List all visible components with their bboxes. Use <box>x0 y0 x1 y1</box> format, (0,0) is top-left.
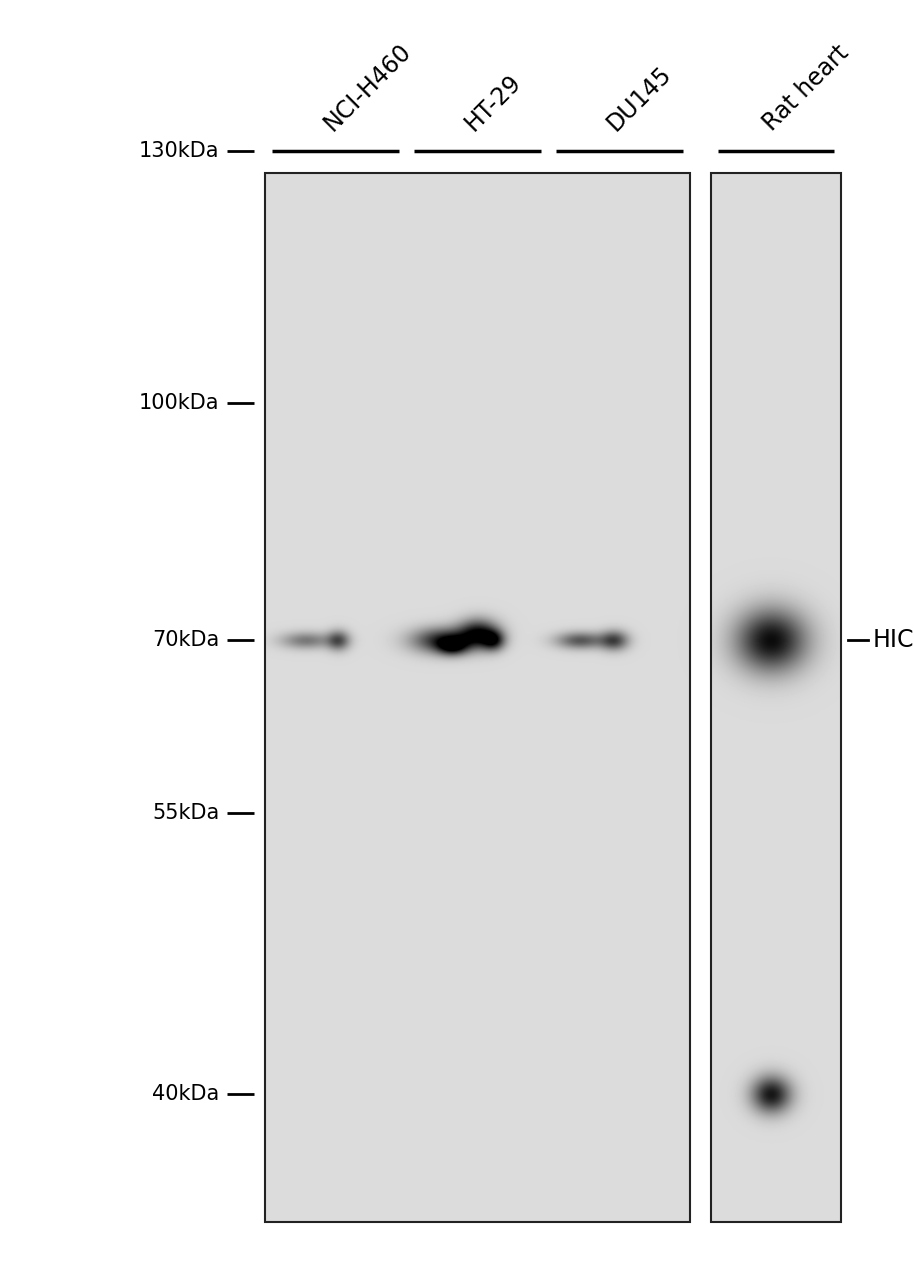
Bar <box>265 173 690 1222</box>
Text: HT-29: HT-29 <box>461 70 526 136</box>
Text: 40kDa: 40kDa <box>152 1084 219 1105</box>
Text: 100kDa: 100kDa <box>139 393 219 413</box>
Text: 70kDa: 70kDa <box>152 630 219 650</box>
Bar <box>265 173 690 1222</box>
Text: NCI-H460: NCI-H460 <box>319 38 416 136</box>
Text: HIC1: HIC1 <box>873 628 914 652</box>
Text: 130kDa: 130kDa <box>139 141 219 161</box>
Text: DU145: DU145 <box>602 61 676 136</box>
Bar <box>711 173 841 1222</box>
Text: 55kDa: 55kDa <box>152 803 219 823</box>
Text: Rat heart: Rat heart <box>759 41 854 136</box>
Bar <box>711 173 841 1222</box>
